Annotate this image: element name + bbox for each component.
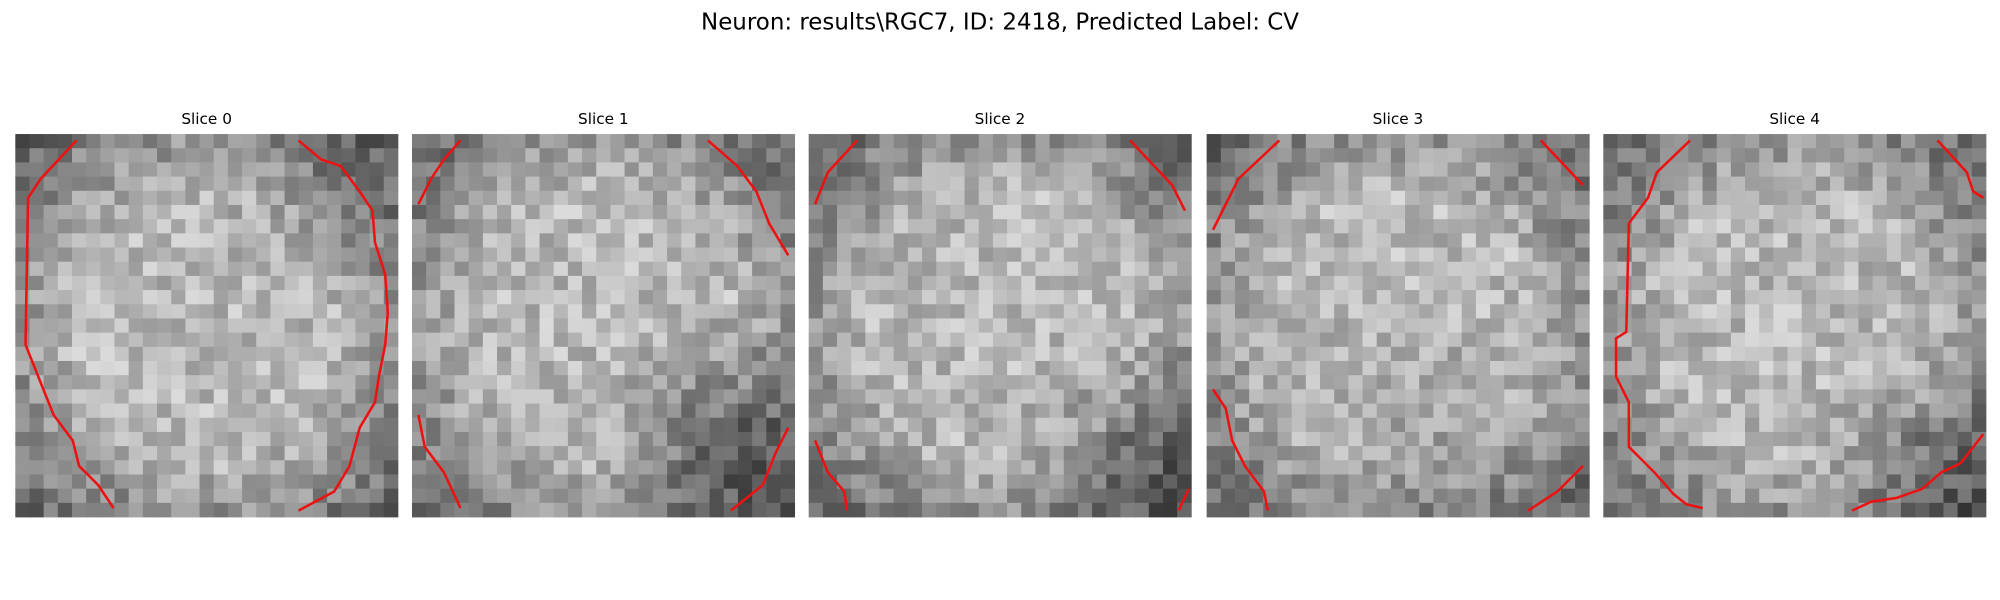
contour-line: [297, 139, 390, 512]
contour-line: [813, 139, 859, 205]
contour-line: [417, 139, 462, 205]
figure-title: Neuron: results\RGC7, ID: 2418, Predicte…: [701, 9, 1299, 35]
contour-line: [1851, 433, 1985, 512]
contour-line: [1177, 488, 1190, 512]
contour-line: [707, 139, 790, 256]
slice-title: Slice 3: [1373, 110, 1424, 128]
contour-line: [1211, 139, 1281, 231]
slice-image: [808, 134, 1192, 518]
contour-line: [1936, 139, 1985, 199]
contour-line: [1211, 388, 1270, 511]
contour-line: [1614, 139, 1704, 510]
slice-title: Slice 1: [578, 110, 629, 128]
contour-line: [813, 439, 849, 511]
contour-line: [1539, 139, 1584, 186]
slice-panel: Slice 1: [411, 110, 796, 518]
contour-line: [730, 427, 790, 512]
slice-image: [1603, 134, 1987, 518]
contour-line: [1129, 139, 1187, 212]
slice-title: Slice 2: [975, 110, 1026, 128]
slice-panel: Slice 3: [1206, 110, 1590, 518]
slice-image: [411, 134, 796, 518]
slice-image: [1206, 134, 1590, 518]
slice-panel: Slice 4: [1603, 110, 1987, 518]
slice-image: [15, 134, 399, 518]
contour-line: [1527, 465, 1584, 512]
contour-line: [24, 139, 115, 509]
contour-line: [417, 414, 462, 509]
slice-title: Slice 0: [181, 110, 232, 128]
slice-panel: Slice 2: [808, 110, 1192, 518]
slice-panel: Slice 0: [15, 110, 399, 518]
slice-title: Slice 4: [1769, 110, 1820, 128]
